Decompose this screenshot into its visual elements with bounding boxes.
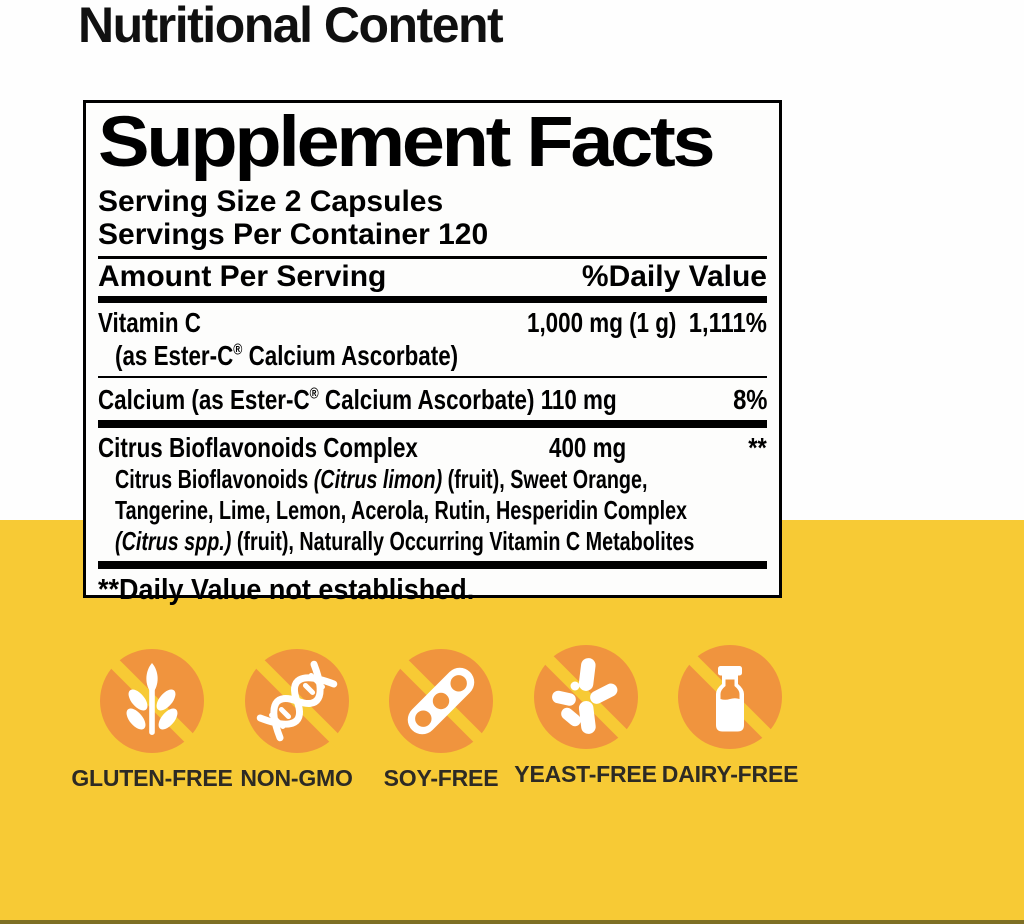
certification-badges-row: GLUTEN-FREE NON-GMO xyxy=(71,645,798,792)
column-header-daily-value: %Daily Value xyxy=(581,260,767,293)
calcium-name: Calcium (as Ester-C® Calcium Ascorbate) … xyxy=(98,384,617,415)
dna-icon xyxy=(244,649,349,753)
supplement-facts-title: Supplement Facts xyxy=(98,103,715,182)
badge-yeast-free: YEAST-FREE xyxy=(514,644,657,792)
citrus-complex-amount: 400 mg xyxy=(549,432,627,463)
row-vitamin-c: Vitamin C 1,000 mg (1 g) 1,111% xyxy=(98,303,767,339)
citrus-description-line: (Citrus spp.) (fruit), Naturally Occurri… xyxy=(115,526,695,556)
divider-thick xyxy=(98,561,767,569)
badge-label: GLUTEN-FREE xyxy=(71,765,233,791)
column-header-row: Amount Per Serving %Daily Value xyxy=(98,259,767,296)
badge-dairy-free: DAIRY-FREE xyxy=(662,644,798,792)
servings-per-container: Servings Per Container 120 xyxy=(98,218,489,251)
yeast-cells-icon xyxy=(533,645,638,749)
supplement-facts-panel: Supplement Facts Serving Size 2 Capsules… xyxy=(83,100,782,606)
badge-gluten-free: GLUTEN-FREE xyxy=(71,648,233,792)
badge-non-gmo: NON-GMO xyxy=(229,648,365,792)
divider-thick xyxy=(98,296,767,303)
calcium-dv: 8% xyxy=(732,384,767,415)
row-citrus-complex: Citrus Bioflavonoids Complex 400 mg ** xyxy=(98,428,767,464)
row-calcium: Calcium (as Ester-C® Calcium Ascorbate) … xyxy=(98,378,767,420)
divider-thin xyxy=(98,376,767,378)
citrus-description-line: Citrus Bioflavonoids (Citrus limon) (fru… xyxy=(115,464,648,494)
serving-size: Serving Size 2 Capsules xyxy=(98,185,444,218)
milk-bottle-icon xyxy=(678,645,782,749)
row-vitamin-c-detail: (as Ester-C® Calcium Ascorbate) xyxy=(98,339,767,374)
badge-label: YEAST-FREE xyxy=(514,761,657,787)
page-title: Nutritional Content xyxy=(78,0,504,53)
citrus-complex-name: Citrus Bioflavonoids Complex xyxy=(98,432,418,463)
column-header-amount: Amount Per Serving xyxy=(98,260,387,293)
vitamin-c-amount: 1,000 mg (1 g) xyxy=(527,307,677,338)
citrus-description-line: Tangerine, Lime, Lemon, Acerola, Rutin, … xyxy=(115,495,688,525)
divider-thin xyxy=(98,256,767,259)
vitamin-c-name: Vitamin C xyxy=(98,307,201,338)
badge-label: DAIRY-FREE xyxy=(661,761,799,787)
badge-soy-free: SOY-FREE xyxy=(373,648,509,792)
badge-label: NON-GMO xyxy=(240,765,353,791)
soy-pod-icon xyxy=(389,649,493,753)
vitamin-c-dv: 1,111% xyxy=(688,307,767,338)
vitamin-c-source: (as Ester-C® Calcium Ascorbate) xyxy=(115,340,459,371)
daily-value-footnote: **Daily Value not established. xyxy=(98,574,475,606)
wheat-icon xyxy=(100,649,204,753)
photo-bottom-edge xyxy=(0,920,1024,924)
citrus-complex-dv: ** xyxy=(748,432,767,463)
badge-label: SOY-FREE xyxy=(383,765,499,791)
divider-thick xyxy=(98,420,767,428)
